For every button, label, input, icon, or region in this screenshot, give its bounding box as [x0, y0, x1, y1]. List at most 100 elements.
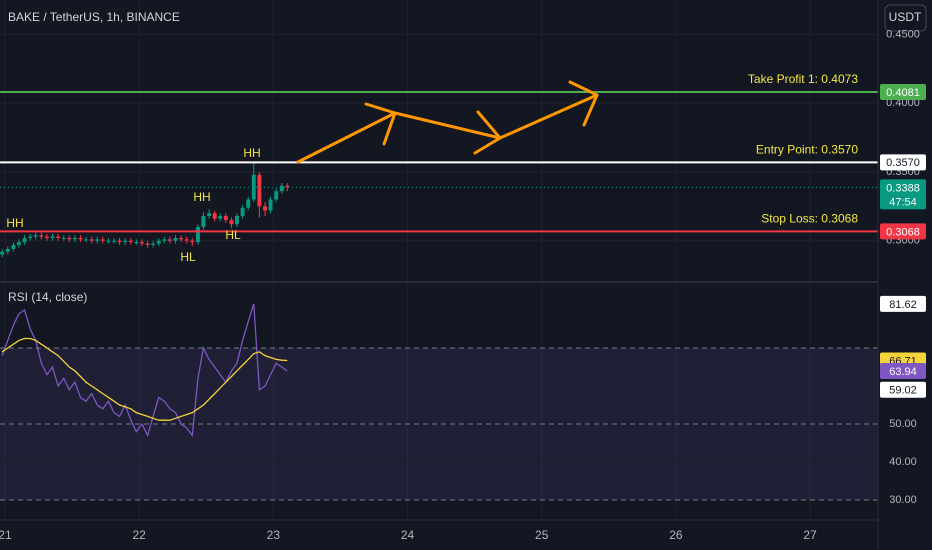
swing-label: HH	[6, 216, 23, 230]
currency-button[interactable]	[884, 4, 927, 32]
candle-body	[201, 215, 206, 227]
candle-body	[89, 239, 94, 241]
candle-body	[162, 239, 167, 241]
candle-body	[274, 191, 279, 200]
y-tick-label: 30.00	[889, 494, 917, 506]
rsi-low-badge-bg	[880, 381, 926, 398]
level-price-badge: 0.3570	[886, 157, 920, 169]
candle-body	[184, 239, 189, 241]
candle-body	[50, 236, 55, 238]
level-label: Take Profit 1: 0.4073	[748, 72, 858, 86]
candle-body	[56, 236, 61, 238]
candle-body	[173, 237, 178, 241]
candle-body	[61, 237, 66, 239]
rsi-high-badge-bg	[880, 295, 926, 312]
candle-body	[72, 237, 77, 240]
candle-body	[78, 237, 83, 240]
candle-body	[100, 239, 105, 241]
swing-label: HL	[225, 228, 241, 242]
y-tick-label: 40.00	[889, 456, 917, 468]
candle-body	[223, 215, 228, 221]
swing-label: HL	[180, 250, 196, 264]
candle-body	[134, 242, 139, 244]
arrow-head	[473, 110, 502, 155]
arrow-head	[364, 102, 397, 146]
x-tick-label: 26	[669, 528, 683, 542]
rsi-title: RSI (14, close)	[8, 290, 87, 304]
rsi-value-badge-bg	[880, 363, 926, 380]
candle-body	[179, 237, 184, 240]
currency-label[interactable]: USDT	[889, 10, 922, 24]
y-tick-label: 0.4500	[886, 28, 920, 40]
rsi-line	[1, 337, 288, 421]
candle-body	[112, 240, 117, 242]
candle-body	[5, 248, 10, 252]
rsi-low-badge: 59.02	[889, 385, 917, 397]
candle-body	[263, 206, 267, 211]
level-label: Entry Point: 0.3570	[756, 142, 858, 156]
level-price-badge-bg	[880, 84, 926, 101]
candle-body	[128, 240, 133, 243]
symbol-title: BAKE / TetherUS, 1h, BINANCE	[8, 10, 180, 24]
level-price-badge-bg	[880, 154, 926, 171]
candle-body	[33, 235, 38, 237]
price-axis: 21 22 23 24 25 26 270.30000.35000.40000.45000.…	[0, 28, 926, 542]
candle-body	[229, 220, 234, 225]
swing-label: HH	[193, 190, 210, 204]
candle-body	[235, 215, 239, 225]
candle-body	[84, 239, 88, 241]
x-tick-label: 27	[803, 528, 817, 542]
candle-body	[285, 185, 290, 188]
y-tick-label: 0.4000	[886, 97, 920, 109]
candle-body	[195, 226, 200, 243]
swing-label: HH	[243, 146, 260, 160]
grid	[0, 0, 878, 520]
candle-body	[11, 244, 16, 249]
candle-body	[95, 239, 100, 241]
candle-body	[16, 242, 21, 245]
candle-body	[139, 242, 144, 244]
current-price: 0.3388	[886, 182, 920, 194]
candle-body	[207, 213, 212, 216]
candle-body	[240, 207, 245, 216]
plot: Take Profit 1: 0.4073 Entry Point: 0.3570…	[0, 72, 878, 438]
level-price-badge: 0.4081	[886, 87, 920, 99]
candle-body	[212, 213, 217, 219]
level-price-badge-bg	[880, 223, 926, 240]
candle-body	[117, 240, 122, 243]
level-label: Stop Loss: 0.3068	[761, 212, 858, 226]
x-tick-label: 21	[0, 528, 12, 542]
candle-body	[279, 185, 284, 192]
candle-body	[251, 174, 256, 200]
candle-body	[39, 235, 44, 237]
arrow-path	[296, 93, 599, 164]
candle-body	[0, 251, 5, 255]
x-tick-label: 25	[535, 528, 549, 542]
candle-body	[218, 215, 223, 219]
candle-body	[44, 236, 49, 238]
countdown: 47:54	[889, 196, 917, 208]
arrow-head	[568, 80, 599, 127]
candle-body	[22, 237, 27, 243]
x-tick-label: 24	[401, 528, 415, 542]
x-tick-label: 23	[267, 528, 281, 542]
candle-body	[28, 236, 33, 238]
x-tick-label: 22	[132, 528, 146, 542]
candle-body	[167, 239, 172, 241]
candle-body	[257, 174, 262, 207]
rsi-high-badge: 81.62	[889, 299, 917, 311]
candle-body	[145, 243, 150, 245]
rsi-line	[1, 303, 288, 438]
y-tick-label: 50.00	[889, 418, 917, 430]
candle-body	[123, 240, 128, 243]
candle-body	[156, 240, 161, 244]
candle-body	[106, 240, 111, 242]
trade-arrows	[296, 80, 599, 164]
candle-body	[67, 237, 72, 240]
candle-body	[190, 240, 195, 243]
level-price-badge: 0.3068	[886, 226, 920, 238]
candle-body	[246, 199, 251, 208]
